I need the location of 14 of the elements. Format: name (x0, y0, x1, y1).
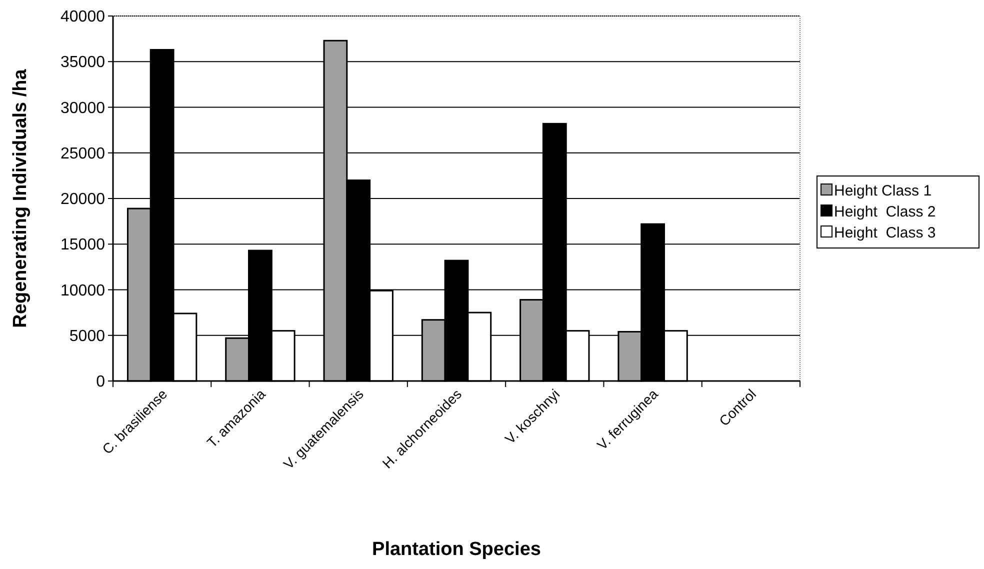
legend-label: Height Class 3 (834, 224, 936, 242)
legend-label: Height Class 2 (834, 203, 936, 220)
x-axis-title: Plantation Species (372, 539, 541, 560)
y-tick-label: 40000 (60, 8, 106, 26)
y-tick-label: 15000 (60, 236, 106, 254)
y-tick-label: 25000 (60, 145, 106, 162)
y-tick-label: 0 (96, 374, 106, 391)
y-tick-label: 10000 (60, 282, 106, 300)
y-tick-label: 20000 (60, 191, 106, 208)
legend-label: Height Class 1 (834, 182, 932, 200)
y-tick-label: 35000 (60, 54, 106, 72)
y-tick-label: 5000 (69, 328, 106, 345)
y-tick-label: 30000 (60, 100, 106, 117)
y-axis-title: Regenerating Individuals /ha (10, 68, 31, 328)
